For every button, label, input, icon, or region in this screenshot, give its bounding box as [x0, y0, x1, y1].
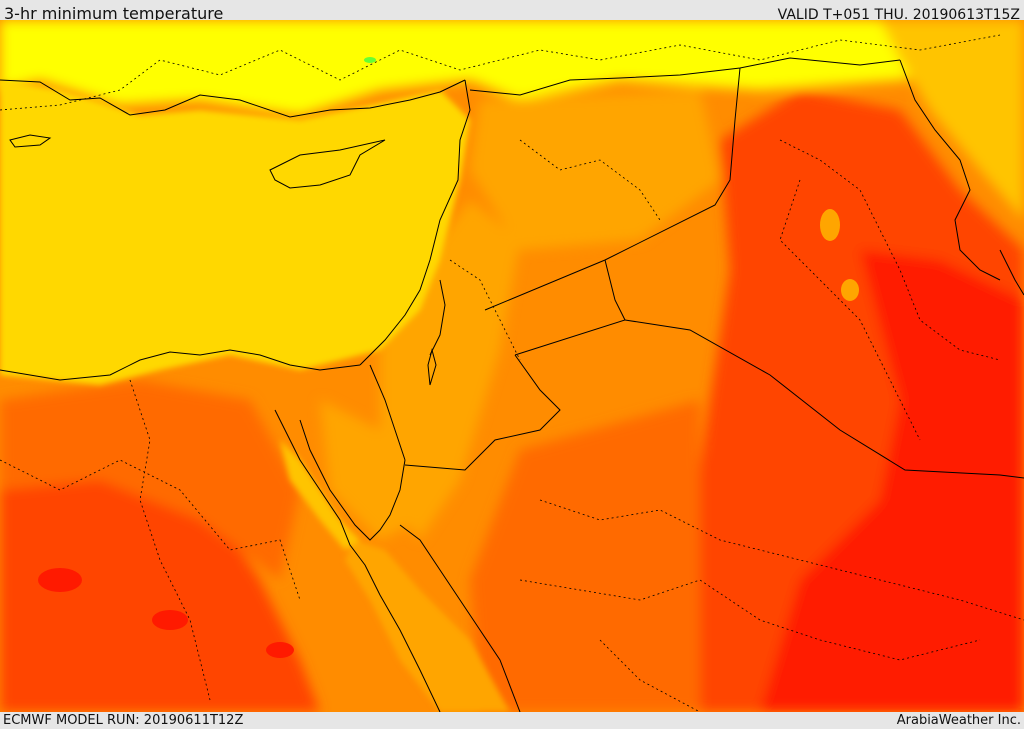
syria-iraq-border: [484, 67, 741, 311]
dotted-boundaries: [0, 34, 1024, 712]
footer-bar: ECMWF MODEL RUN: 20190611T12Z ArabiaWeat…: [0, 712, 1024, 729]
egypt-red-orange: [0, 440, 320, 712]
hot-spot-3: [38, 568, 82, 592]
hot-spot-1: [152, 610, 188, 630]
lake-tharthar: [820, 209, 840, 241]
jordan-iraq-border: [514, 259, 626, 356]
syria-amber: [470, 90, 720, 250]
gulf-red: [760, 250, 1024, 712]
iraq-iran-border: [899, 59, 1001, 281]
borders: [369, 57, 1024, 479]
model-run: ECMWF MODEL RUN: 20190611T12Z: [3, 713, 244, 728]
header-bar: 3-hr minimum temperature VALID T+051 THU…: [0, 0, 1024, 23]
levant-coast: [359, 79, 471, 366]
egypt-coast: [0, 349, 361, 381]
credit: ArabiaWeather Inc.: [896, 713, 1021, 728]
dotted-arabia-3: [599, 639, 701, 712]
mediterranean-sea: [0, 80, 470, 385]
northeast-gold: [880, 20, 1024, 220]
sinai-amber: [320, 400, 420, 540]
suez-west: [274, 409, 441, 712]
north-yellow-band: [0, 20, 1024, 115]
egypt-dark-orange: [0, 380, 300, 580]
dotted-syria-1: [519, 139, 661, 221]
gulf-coast: [999, 249, 1024, 296]
suez-east: [299, 419, 406, 541]
green-speck: [364, 57, 376, 63]
hot-spot-2: [266, 642, 294, 658]
cyprus: [269, 139, 386, 189]
dead-sea: [427, 348, 437, 386]
arabia-dark-orange: [470, 400, 700, 712]
dotted-arabia-2: [519, 579, 981, 661]
lake-habbaniyah: [841, 279, 859, 301]
dotted-iraq-1: [779, 139, 1001, 361]
syria-turkey-border: [469, 57, 901, 96]
map-canvas: [0, 20, 1024, 712]
crete: [9, 134, 52, 148]
valid-time: VALID T+051 THU. 20190613T15Z: [777, 7, 1020, 23]
dotted-egypt-1: [0, 459, 301, 601]
levant-internal: [429, 279, 446, 356]
temperature-map: [0, 20, 1024, 712]
jordan-saudi-border: [404, 354, 561, 471]
arabia-red-sea-coast: [399, 524, 521, 712]
iraq-saudi-border: [624, 319, 1024, 479]
dotted-iraq-2: [779, 179, 921, 441]
coastlines: [0, 79, 1024, 712]
dotted-egypt-2: [129, 379, 211, 701]
egypt-israel-border: [369, 364, 406, 461]
red-sea: [345, 540, 510, 712]
map-title: 3-hr minimum temperature: [4, 4, 224, 23]
turkey-coast: [0, 79, 466, 118]
gulf-of-suez: [280, 440, 360, 550]
